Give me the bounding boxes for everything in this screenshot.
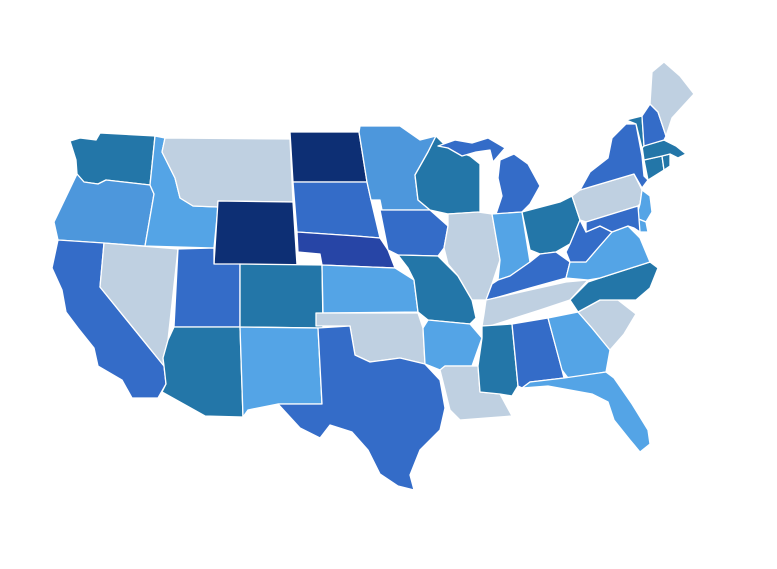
- state-ri: [661, 153, 671, 171]
- state-wv: [565, 219, 613, 263]
- state-ny: [579, 123, 649, 191]
- state-ma: [641, 139, 687, 161]
- state-co: [239, 263, 324, 329]
- state-nc: [569, 261, 659, 313]
- state-wy: [213, 200, 298, 266]
- state-ar: [422, 319, 483, 371]
- state-md: [585, 205, 641, 233]
- state-tx: [277, 325, 446, 491]
- state-or: [53, 173, 155, 247]
- state-sd: [292, 181, 381, 239]
- state-vt: [625, 115, 645, 149]
- state-ks: [321, 264, 419, 314]
- state-ms: [477, 323, 519, 397]
- state-me: [649, 61, 695, 137]
- state-tn: [481, 279, 589, 327]
- state-la: [439, 365, 513, 421]
- state-ia: [379, 209, 449, 257]
- state-wa: [69, 132, 156, 186]
- state-az: [161, 326, 244, 418]
- state-fl: [521, 371, 651, 453]
- state-mi: [437, 137, 541, 215]
- state-nd: [289, 131, 368, 183]
- state-mt: [161, 137, 294, 208]
